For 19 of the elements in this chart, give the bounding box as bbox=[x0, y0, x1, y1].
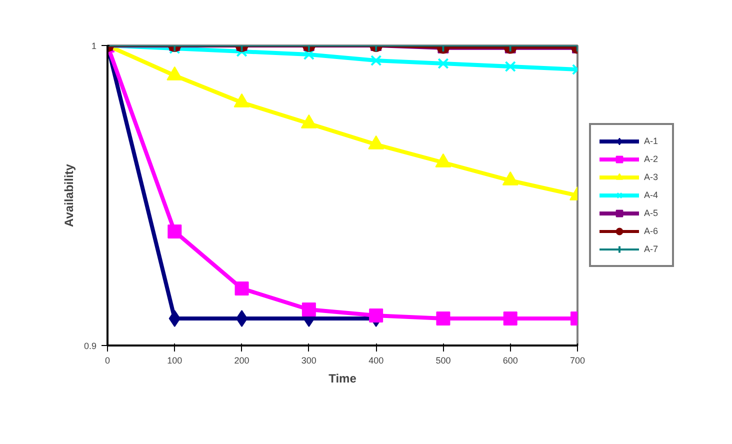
x-tick-label: 200 bbox=[234, 356, 250, 366]
x-tick-label: 300 bbox=[301, 356, 316, 366]
legend-label: A-3 bbox=[644, 172, 660, 182]
x-tick-label: 0 bbox=[104, 356, 110, 366]
legend-label: A-2 bbox=[644, 154, 660, 164]
x-tick-label: 100 bbox=[167, 356, 182, 366]
x-tick-label: 500 bbox=[436, 356, 451, 366]
x-tick-label: 700 bbox=[570, 356, 586, 366]
y-axis-title: Availability bbox=[62, 164, 76, 227]
legend-label: A-6 bbox=[644, 226, 660, 236]
legend-label: A-1 bbox=[644, 136, 660, 146]
x-tick-label: 400 bbox=[368, 356, 384, 366]
x-axis-title: Time bbox=[328, 372, 357, 386]
legend-label: A-4 bbox=[644, 190, 660, 200]
legend-label: A-5 bbox=[644, 208, 660, 218]
x-tick-label: 600 bbox=[502, 356, 518, 366]
y-tick-label: 0.9 bbox=[84, 341, 97, 351]
y-tick-label: 1 bbox=[91, 41, 97, 51]
legend-label: A-7 bbox=[644, 244, 660, 254]
